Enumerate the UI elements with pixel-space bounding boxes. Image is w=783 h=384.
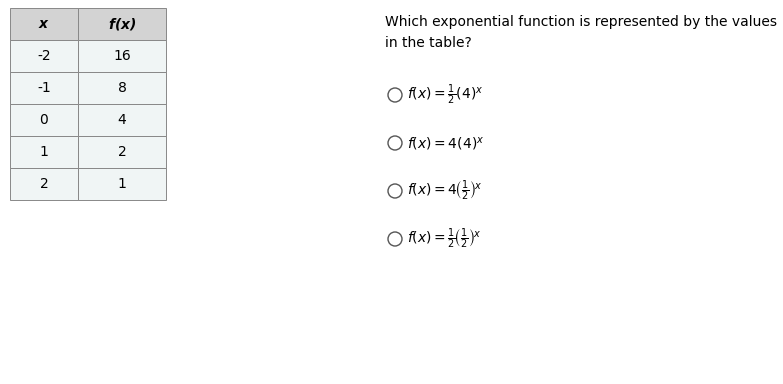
Text: $f(x) = 4(4)^x$: $f(x) = 4(4)^x$ — [407, 134, 485, 152]
Text: -1: -1 — [37, 81, 51, 95]
FancyBboxPatch shape — [78, 136, 166, 168]
Text: 4: 4 — [117, 113, 126, 127]
FancyBboxPatch shape — [10, 136, 78, 168]
Text: 8: 8 — [117, 81, 126, 95]
Text: 1: 1 — [117, 177, 126, 191]
FancyBboxPatch shape — [10, 8, 78, 40]
FancyBboxPatch shape — [10, 168, 78, 200]
Text: 2: 2 — [117, 145, 126, 159]
Text: -2: -2 — [37, 49, 51, 63]
Text: $f(x) = \frac{1}{2}(4)^x$: $f(x) = \frac{1}{2}(4)^x$ — [407, 83, 484, 107]
FancyBboxPatch shape — [78, 8, 166, 40]
Text: 16: 16 — [113, 49, 131, 63]
Text: $\bfit{f(x)}$: $\bfit{f(x)}$ — [108, 16, 136, 32]
FancyBboxPatch shape — [10, 104, 78, 136]
Text: 0: 0 — [40, 113, 49, 127]
FancyBboxPatch shape — [10, 72, 78, 104]
FancyBboxPatch shape — [10, 40, 78, 72]
FancyBboxPatch shape — [78, 40, 166, 72]
Text: 2: 2 — [40, 177, 49, 191]
Text: $\bfit{x}$: $\bfit{x}$ — [38, 17, 50, 31]
FancyBboxPatch shape — [78, 168, 166, 200]
Text: 1: 1 — [40, 145, 49, 159]
Text: Which exponential function is represented by the values
in the table?: Which exponential function is represente… — [385, 15, 777, 50]
Text: $f(x) = \frac{1}{2}\!\left(\frac{1}{2}\right)^{\!x}$: $f(x) = \frac{1}{2}\!\left(\frac{1}{2}\r… — [407, 227, 482, 251]
Text: $f(x) = 4\!\left(\frac{1}{2}\right)^{\!x}$: $f(x) = 4\!\left(\frac{1}{2}\right)^{\!x… — [407, 179, 482, 203]
FancyBboxPatch shape — [78, 104, 166, 136]
FancyBboxPatch shape — [78, 72, 166, 104]
